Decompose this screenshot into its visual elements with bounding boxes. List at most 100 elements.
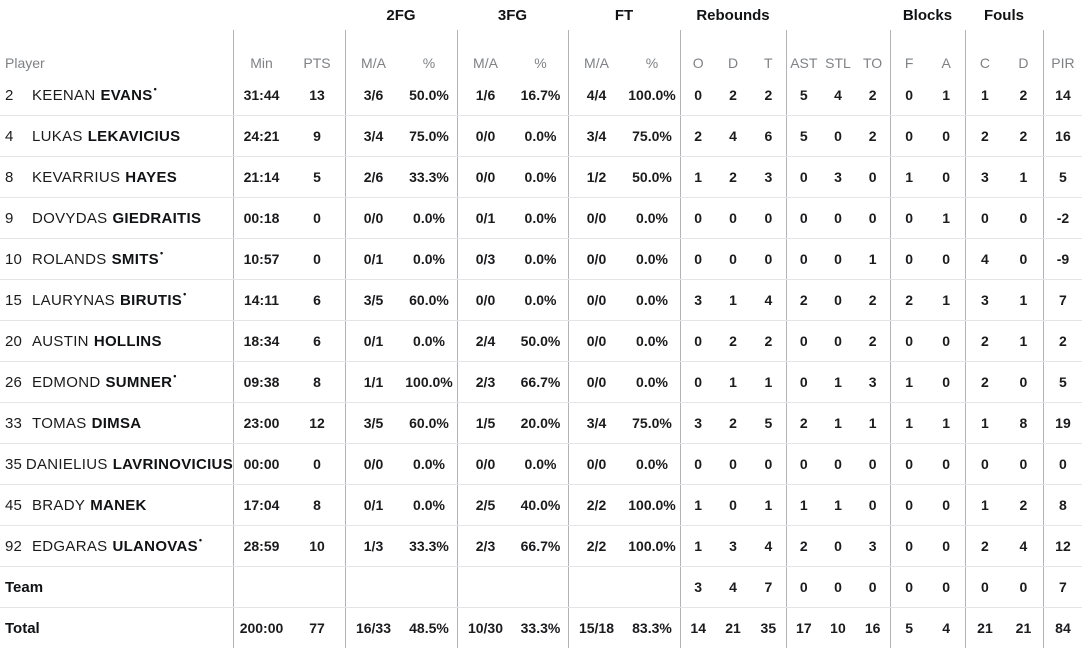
player-row: 92 EDGARAS ULANOVAS • 28:59 10 1/3 33.3% 2/3 66.7… (0, 525, 1082, 566)
stat-3fg-ma: 0/3 (457, 239, 513, 279)
stat-foul-c: 0 (964, 567, 1004, 607)
player-last-name: LAVRINOVICIUS (112, 455, 233, 473)
stat-reb-d: 4 (729, 128, 737, 144)
team-row: Team 3 4 7 0 0 0 0 0 0 0 7 (0, 566, 1082, 607)
stat-2fg-ma: 16/33 (345, 608, 401, 648)
stat-min (233, 567, 289, 607)
stat-reb-d: 2 (729, 169, 737, 185)
total-row: Total 200:00 77 16/33 48.5% 10/30 33.3% 15/18 83… (0, 607, 1082, 648)
stat-pir: 19 (1042, 403, 1082, 443)
stat-to: 3 (868, 538, 877, 554)
player-row: 20 AUSTIN HOLLINS 18:34 6 0/1 0.0% 2/4 50.0% 0/0 0… (0, 320, 1082, 361)
stat-2fg-pct: 0.0% (413, 333, 445, 349)
stat-3fg-pct (513, 567, 568, 607)
stat-2fg-pct: 33.3% (409, 538, 449, 554)
stat-reb-o: 1 (680, 526, 715, 566)
stat-min: 18:34 (233, 321, 289, 361)
group-header-rebounds: Rebounds (696, 6, 770, 24)
player-row: 45 BRADY MANEK 17:04 8 0/1 0.0% 2/5 40.0% 2/2 100.… (0, 484, 1082, 525)
stat-ft-pct: 100.0% (628, 497, 676, 513)
stat-reb-t: 3 (764, 169, 773, 185)
player-cell: 8 KEVARRIUS HAYES (0, 157, 233, 197)
stat-3fg-pct: 16.7% (520, 87, 561, 103)
stat-pts: 0 (313, 251, 321, 267)
stat-to: 0 (868, 497, 877, 513)
stat-2fg-ma: 3/5 (345, 280, 401, 320)
stat-pts: 6 (313, 292, 321, 308)
stat-ast: 0 (785, 239, 821, 279)
stat-2fg-ma: 0/1 (345, 321, 401, 361)
player-number: 92 (5, 537, 23, 555)
stat-ast: 0 (785, 567, 821, 607)
stat-ft-ma: 3/4 (568, 403, 624, 443)
player-last-name: DIMSA (91, 414, 142, 432)
group-header-spacer (786, 0, 890, 30)
stat-pts (289, 567, 345, 607)
stat-to: 0 (868, 210, 877, 226)
stat-2fg-ma: 3/4 (345, 116, 401, 156)
player-first-name: ROLANDS (32, 250, 107, 268)
stat-reb-o: 0 (680, 321, 715, 361)
stat-blk-a: 0 (942, 333, 951, 349)
stat-ft-ma: 0/0 (568, 362, 624, 402)
player-number: 4 (5, 127, 14, 145)
stat-pir: 7 (1042, 280, 1082, 320)
col-header-foul-c: C (964, 30, 1004, 85)
stat-3fg-pct: 0.0% (524, 128, 557, 144)
group-header-spacer (0, 0, 345, 30)
stat-blk-a: 0 (942, 456, 951, 472)
stat-to: 16 (864, 620, 881, 636)
stat-pir: 5 (1042, 362, 1082, 402)
stat-2fg-pct: 48.5% (409, 620, 449, 636)
stat-3fg-pct: 0.0% (524, 169, 557, 185)
stat-3fg-ma: 2/5 (457, 485, 513, 525)
stat-pir: 5 (1042, 157, 1082, 197)
stat-reb-t: 4 (764, 292, 773, 308)
stat-foul-d: 0 (1019, 579, 1028, 595)
stat-foul-c: 0 (964, 444, 1004, 484)
stat-2fg-ma: 0/0 (345, 444, 401, 484)
stat-ft-ma: 2/2 (568, 485, 624, 525)
player-row: 9 DOVYDAS GIEDRAITIS 00:18 0 0/0 0.0% 0/1 0.0% 0/… (0, 197, 1082, 238)
stat-blk-a: 0 (942, 128, 951, 144)
player-cell: 10 ROLANDS SMITS • (0, 239, 233, 279)
stat-foul-d: 8 (1019, 415, 1028, 431)
stat-ft-ma: 15/18 (568, 608, 624, 648)
starter-mark: • (173, 371, 177, 381)
stat-ft-ma: 0/0 (568, 280, 624, 320)
stat-min: 23:00 (233, 403, 289, 443)
stat-ft-pct: 50.0% (632, 169, 672, 185)
stat-pir: 84 (1042, 608, 1082, 648)
col-header-ft-pct: % (645, 54, 659, 71)
stat-min: 00:00 (233, 444, 289, 484)
stat-foul-c: 2 (964, 321, 1004, 361)
stat-reb-o: 0 (680, 362, 715, 402)
stat-reb-t: 1 (764, 374, 773, 390)
stat-reb-t: 6 (764, 128, 773, 144)
stat-ast: 17 (785, 608, 821, 648)
stat-blk-f: 5 (889, 608, 928, 648)
stat-reb-t: 1 (764, 497, 773, 513)
stat-blk-a: 4 (942, 620, 951, 636)
stat-foul-d: 0 (1019, 251, 1028, 267)
col-header-2fg-pct: % (422, 54, 436, 71)
player-number: 10 (5, 250, 23, 268)
table-body: 2 KEENAN EVANS • 31:44 13 3/6 50.0% 1/6 16.7% 4/4 1… (0, 75, 1082, 648)
stat-pts: 12 (309, 415, 325, 431)
col-header-foul-d: D (1018, 54, 1029, 71)
player-cell: 33 TOMAS DIMSA (0, 403, 233, 443)
stat-pir: -9 (1042, 239, 1082, 279)
stat-2fg-pct: 60.0% (409, 415, 449, 431)
stat-reb-t: 35 (760, 620, 777, 636)
stat-foul-d: 2 (1019, 497, 1028, 513)
stat-blk-a: 0 (942, 169, 951, 185)
stat-foul-c: 1 (964, 75, 1004, 115)
stat-3fg-ma: 0/0 (457, 280, 513, 320)
stat-ft-pct: 100.0% (628, 87, 676, 103)
stat-3fg-ma: 0/0 (457, 157, 513, 197)
stat-stl: 0 (834, 251, 842, 267)
stat-ast: 0 (785, 362, 821, 402)
team-label: Team (5, 578, 44, 596)
stat-ft-ma (568, 567, 624, 607)
stat-foul-d: 0 (1019, 374, 1028, 390)
